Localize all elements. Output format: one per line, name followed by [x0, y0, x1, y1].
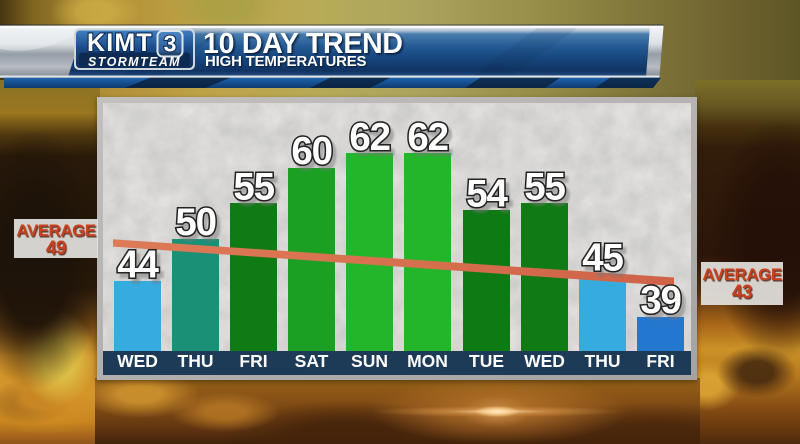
svg-text:62: 62 — [407, 116, 447, 159]
svg-text:62: 62 — [411, 120, 451, 163]
svg-text:62: 62 — [349, 116, 389, 159]
svg-text:54: 54 — [466, 173, 508, 216]
svg-text:55: 55 — [524, 166, 565, 209]
svg-text:60: 60 — [295, 135, 335, 178]
svg-text:45: 45 — [586, 241, 627, 284]
svg-text:39: 39 — [644, 284, 684, 327]
svg-text:55: 55 — [528, 170, 569, 213]
svg-text:44: 44 — [121, 248, 163, 291]
svg-text:50: 50 — [179, 205, 219, 248]
svg-text:54: 54 — [470, 177, 512, 220]
svg-text:60: 60 — [291, 130, 331, 173]
svg-text:62: 62 — [353, 120, 393, 163]
svg-text:44: 44 — [117, 244, 159, 287]
svg-text:STORMTEAM: STORMTEAM — [88, 55, 181, 69]
svg-text:45: 45 — [582, 237, 623, 280]
svg-text:55: 55 — [233, 166, 274, 209]
svg-text:50: 50 — [175, 201, 215, 244]
svg-text:KIMT: KIMT — [87, 29, 153, 57]
svg-text:55: 55 — [237, 170, 278, 213]
svg-text:39: 39 — [640, 279, 680, 322]
svg-text:3: 3 — [164, 31, 177, 57]
